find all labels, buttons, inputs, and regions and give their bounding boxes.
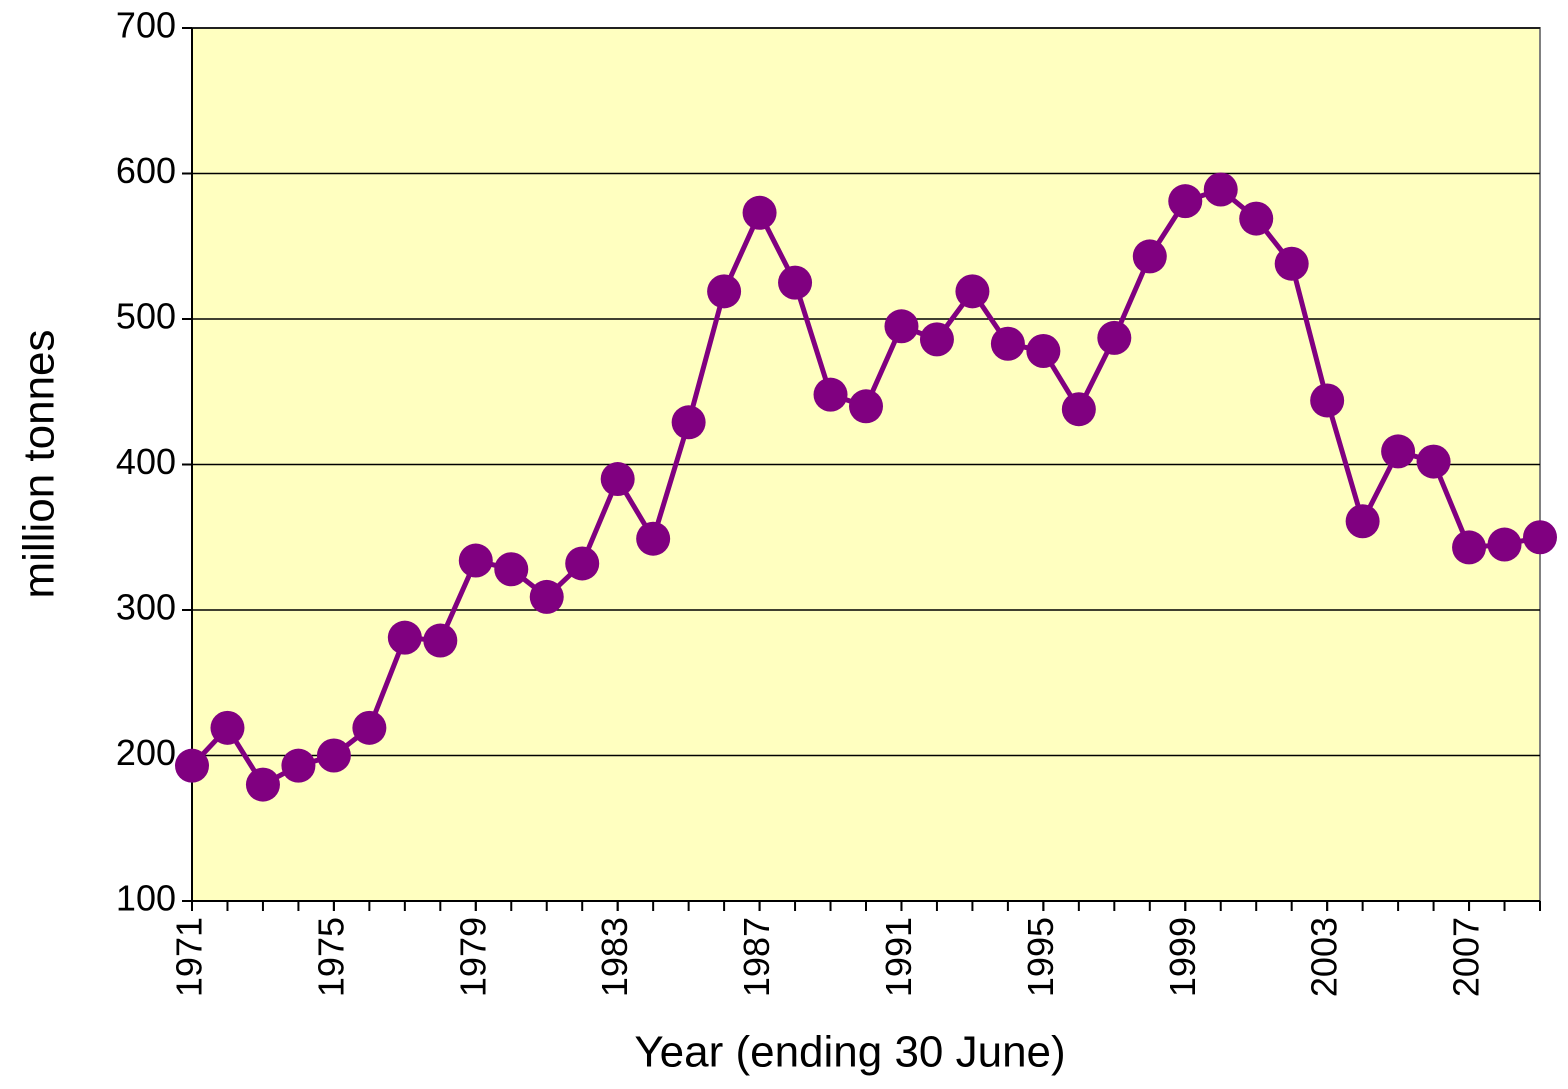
marker [1487,527,1522,562]
marker [210,710,245,745]
x-tick-label: 2003 [1304,917,1345,997]
marker [884,309,919,344]
marker [1203,172,1238,207]
marker [1452,530,1487,565]
y-tick-label: 500 [116,296,176,337]
marker [1061,392,1096,427]
marker [1381,434,1416,469]
marker [707,274,742,309]
marker [494,552,529,587]
y-tick-label: 300 [116,587,176,628]
y-tick-label: 100 [116,878,176,919]
marker [352,710,387,745]
marker [1239,201,1274,236]
x-tick-label: 1991 [878,917,919,997]
marker [813,377,848,412]
marker [316,738,351,773]
marker [1523,520,1557,555]
marker [281,748,316,783]
marker [1345,504,1380,539]
marker [565,546,600,581]
marker [1274,246,1309,281]
marker [600,462,635,497]
x-axis-label: Year (ending 30 June) [634,1028,1065,1077]
marker [1097,320,1132,355]
x-tick-label: 1999 [1162,917,1203,997]
x-tick-label: 1975 [310,917,351,997]
y-axis-label: million tonnes [15,329,64,598]
x-tick-label: 1971 [169,917,210,997]
x-tick-label: 2007 [1446,917,1487,997]
x-tick-label: 1995 [1020,917,1061,997]
marker [175,748,209,783]
marker [742,195,777,230]
y-tick-label: 700 [116,5,176,46]
marker [529,579,564,614]
marker [1416,444,1451,479]
marker [1132,239,1167,274]
marker [671,405,706,440]
y-tick-label: 400 [116,441,176,482]
marker [919,322,954,357]
marker [955,274,990,309]
marker [849,389,883,424]
x-tick-label: 1983 [594,917,635,997]
y-tick-label: 600 [116,150,176,191]
marker [423,623,458,658]
y-tick-label: 200 [116,732,176,773]
marker [387,620,422,655]
marker [636,521,671,556]
x-tick-label: 1987 [736,917,777,997]
marker [990,326,1025,361]
marker [1026,334,1061,369]
marker [1168,184,1203,219]
marker [778,265,813,300]
x-tick-label: 1979 [452,917,493,997]
marker [245,767,280,802]
marker [1310,383,1345,418]
marker [458,543,493,578]
